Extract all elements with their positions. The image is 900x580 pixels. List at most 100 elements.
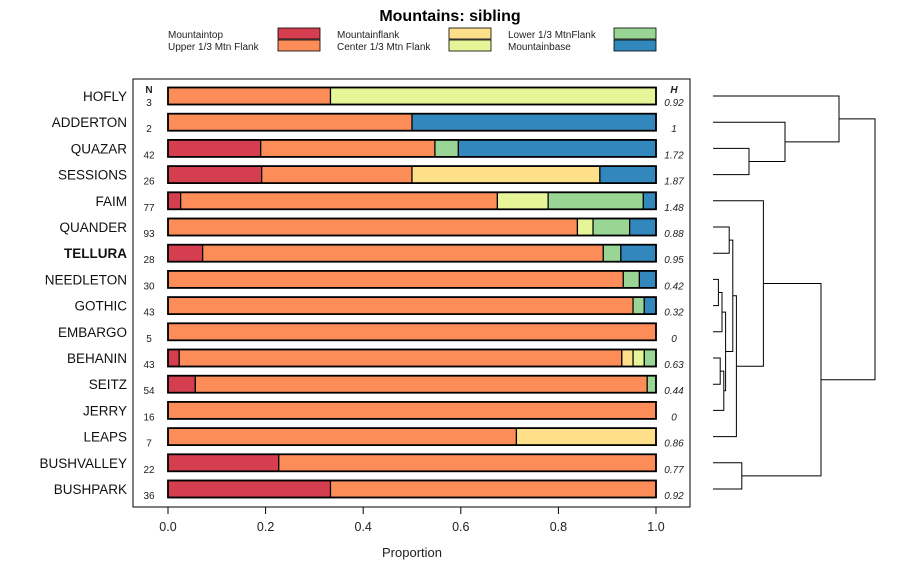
n-count: 16 [143,412,155,423]
n-count: 77 [143,203,155,214]
legend-swatch [277,39,321,52]
legend-label: Mountainflank [337,30,400,41]
bar-segment [646,375,657,394]
bar-segment [167,139,262,158]
row-label: BUSHPARK [54,482,127,497]
dendrogram-branch [713,357,721,385]
bar-segment [202,244,604,263]
dendrogram-branch [713,462,743,490]
x-tick-label: 0.8 [550,520,567,534]
legend-swatch [448,39,492,52]
bar-outline [167,217,657,237]
x-axis: 0.0 0.2 0.4 0.6 0.8 1.0 [159,507,665,534]
bar-segment [178,348,623,368]
bar-segment [194,375,648,394]
bar-segment [167,479,332,499]
n-count: 36 [143,491,155,502]
bar-segment [167,113,413,132]
bar-segment [632,296,645,315]
dendrogram-link [713,370,725,411]
n-count: 5 [146,334,152,345]
h-value: 0 [671,412,677,423]
bar-segment [261,165,413,184]
bar-row [167,191,657,211]
legend-swatch [613,39,657,52]
row-label: SEITZ [89,377,127,392]
n-count: 42 [143,150,155,161]
h-value: 0 [671,334,677,345]
bar-row [167,217,657,237]
bar-segment [592,217,631,237]
dendrogram-link [821,118,876,381]
bar-outline [167,322,657,342]
dendrogram-branch [713,147,750,176]
bar-row [167,400,657,420]
dendrogram-branch [713,200,764,367]
bar-outline [167,427,657,447]
legend-swatch [277,27,321,40]
bar-row [167,165,657,185]
bar-segment [167,244,204,263]
h-value: 1.87 [664,177,684,188]
n-count: 22 [143,465,155,476]
dendrogram-link [713,462,743,490]
row-label: GOTHIC [75,299,128,314]
row-label: JERRY [83,403,127,418]
bar-segment [638,270,657,289]
legend-label: Upper 1/3 Mtn Flank [168,42,260,53]
bar-segment [457,139,657,158]
x-tick-label: 0.4 [355,520,372,534]
dendrogram-link [713,200,764,367]
legend-label: Center 1/3 Mtn Flank [337,42,431,53]
row-label: BEHANIN [67,351,127,366]
row-label: FAIM [95,194,127,209]
h-value: 0.42 [664,281,684,292]
row-label: LEAPS [83,430,127,445]
n-count: 7 [146,439,152,450]
dendrogram-link [713,147,750,176]
dendrogram-branch [713,226,730,254]
bar-segment [411,113,657,132]
bar-segment [167,375,196,394]
bar-segment [643,296,657,315]
bar-row [167,86,657,106]
row-label: SESSIONS [58,168,127,183]
h-value: 0.92 [664,491,684,502]
row-label: HOFLY [83,89,127,104]
dendrogram-branch [713,278,719,307]
bar-outline [167,165,657,185]
bar-row [167,374,657,394]
bar-outline [167,243,657,263]
bar-row [167,269,657,289]
bar-outline [167,112,657,132]
legend-label: Lower 1/3 MtnFlank [508,30,597,41]
dendrogram-link [713,357,721,385]
h-value: 0.77 [664,465,684,476]
bar-row [167,453,657,473]
x-tick-label: 1.0 [647,520,664,534]
n-count: 93 [143,229,155,240]
bar-segment [547,191,644,210]
bar-segment [642,191,657,210]
dendrogram-link [713,226,730,254]
row-labels: HOFLY ADDERTON QUAZAR SESSIONS FAIM QUANDER TE… [39,89,127,497]
n-header: N [145,85,152,96]
h-value: 0.86 [664,439,684,450]
bar-outline [167,138,657,158]
bar-segment [515,427,657,446]
bar-outline [167,374,657,394]
h-values: 0.92 1 1.72 1.87 1.48 0.88 0.95 0.42 0.32 0 0.63 0.… [664,98,684,502]
row-label: NEEDLETON [45,272,127,287]
legend-swatch [613,27,657,40]
bar-segment [621,348,634,368]
bar-segment [167,401,657,420]
bar-segment [602,244,622,263]
x-tick-label: 0.2 [257,520,274,534]
x-tick-label: 0.6 [452,520,469,534]
bar-segment [167,270,624,289]
bar-segment [167,427,518,446]
bar-outline [167,296,657,316]
row-label: ADDERTON [52,115,127,130]
h-value: 1.72 [664,150,684,161]
bar-row [167,479,657,499]
